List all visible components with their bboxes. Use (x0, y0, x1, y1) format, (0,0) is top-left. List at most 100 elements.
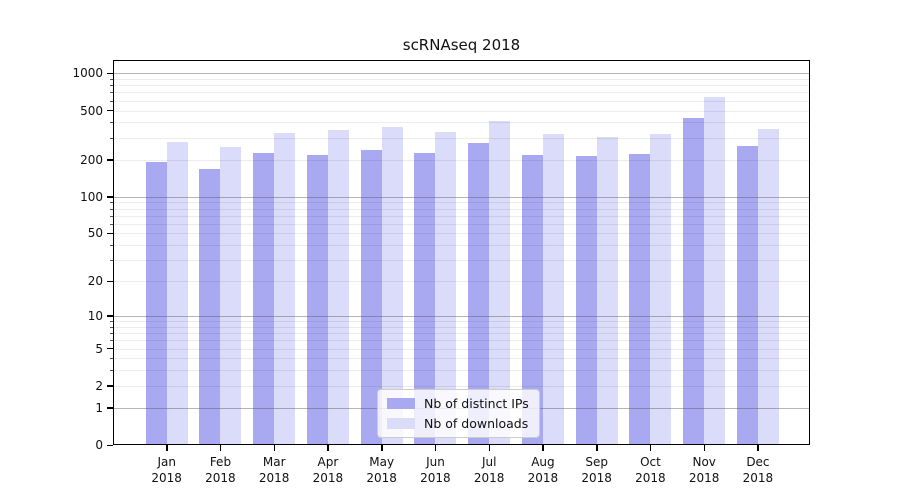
y-minor-tick-mark (110, 340, 113, 342)
minor-gridline (113, 260, 810, 262)
y-tick-label: 2 (95, 378, 103, 393)
y-tick-label: 100 (80, 189, 103, 204)
x-tick-mark (596, 445, 598, 451)
bar-distinct-ips (575, 156, 597, 445)
y-minor-tick-mark (110, 358, 113, 360)
x-tick-label: Jan 2018 (151, 455, 182, 485)
x-tick-label: Apr 2018 (312, 455, 344, 485)
bar-downloads (650, 134, 672, 445)
legend: Nb of distinct IPs Nb of downloads (377, 389, 540, 438)
y-minor-tick-mark (110, 321, 113, 323)
bar-distinct-ips (683, 118, 705, 445)
y-minor-tick-mark (110, 208, 113, 210)
y-tick-label: 10 (87, 308, 103, 323)
y-tick-mark (107, 407, 113, 409)
y-tick-mark (107, 315, 113, 317)
y-minor-tick-mark (110, 137, 113, 139)
x-tick-mark (542, 445, 544, 451)
minor-gridline (113, 122, 810, 124)
x-tick-mark (327, 445, 329, 451)
minor-gridline (113, 215, 810, 217)
y-minor-tick-mark (110, 215, 113, 217)
minor-gridline (113, 281, 810, 283)
y-minor-tick-mark (110, 78, 113, 80)
minor-gridline (113, 137, 810, 139)
y-minor-tick-mark (110, 370, 113, 372)
y-minor-tick-mark (110, 223, 113, 225)
minor-gridline (113, 233, 810, 235)
y-minor-tick-mark (110, 202, 113, 204)
bar-downloads (435, 132, 457, 445)
x-tick-mark (273, 445, 276, 451)
major-gridline (113, 196, 810, 198)
y-minor-tick-mark (110, 245, 113, 247)
major-gridline (113, 73, 810, 75)
y-minor-tick-mark (110, 260, 113, 262)
minor-gridline (113, 85, 810, 87)
y-minor-tick-mark (110, 333, 113, 335)
y-tick-label: 50 (87, 226, 103, 241)
y-minor-tick-mark (110, 100, 113, 102)
legend-swatch-downloads (387, 418, 415, 429)
y-minor-tick-mark (110, 122, 113, 124)
minor-gridline (113, 159, 810, 161)
legend-item-distinct-ips: Nb of distinct IPs (387, 396, 529, 411)
x-tick-mark (219, 445, 222, 451)
bar-downloads (489, 121, 511, 445)
bar-downloads (757, 128, 779, 445)
y-tick-label: 500 (80, 103, 103, 118)
y-minor-tick-mark (110, 85, 113, 87)
x-tick-label: Oct 2018 (635, 455, 666, 485)
minor-gridline (113, 245, 810, 247)
minor-gridline (113, 100, 810, 102)
x-tick-label: Dec 2018 (742, 455, 774, 485)
bars-layer (113, 60, 810, 445)
minor-gridline (113, 370, 810, 372)
y-tick-mark (107, 196, 113, 198)
x-tick-label: Feb 2018 (205, 455, 236, 485)
minor-gridline (113, 78, 810, 80)
x-tick-label: Aug 2018 (527, 455, 559, 485)
y-minor-tick-mark (110, 326, 113, 328)
minor-gridline (113, 348, 810, 350)
minor-gridline (113, 202, 810, 204)
x-tick-mark (757, 445, 759, 451)
bar-distinct-ips (521, 154, 543, 445)
x-tick-label: May 2018 (366, 455, 397, 485)
y-tick-mark (107, 280, 113, 283)
x-tick-mark (434, 445, 437, 451)
grid-layer (113, 60, 810, 445)
x-tick-label: Jul 2018 (473, 455, 505, 485)
minor-gridline (113, 326, 810, 328)
y-tick-mark (107, 159, 113, 161)
legend-label-downloads: Nb of downloads (424, 416, 529, 431)
bar-downloads (704, 96, 726, 445)
minor-gridline (113, 110, 810, 112)
x-tick-label: Nov 2018 (688, 455, 720, 485)
bar-distinct-ips (629, 154, 651, 445)
y-tick-label: 20 (87, 274, 103, 289)
bar-distinct-ips (360, 150, 382, 445)
legend-item-downloads: Nb of downloads (387, 416, 529, 431)
minor-gridline (113, 321, 810, 323)
bar-downloads (381, 126, 403, 445)
plot-area: Nb of distinct IPs Nb of downloads (113, 60, 810, 445)
bar-downloads (596, 137, 618, 445)
x-tick-label: Mar 2018 (258, 455, 290, 485)
x-tick-mark (488, 445, 491, 451)
bar-distinct-ips (468, 143, 490, 445)
minor-gridline (113, 333, 810, 335)
minor-gridline (113, 358, 810, 360)
bar-distinct-ips (253, 153, 275, 445)
x-tick-mark (381, 445, 383, 451)
y-minor-tick-mark (110, 92, 113, 94)
bar-distinct-ips (414, 152, 436, 445)
minor-gridline (113, 223, 810, 225)
x-tick-label: Sep 2018 (581, 455, 612, 485)
y-tick-label: 1 (95, 400, 103, 415)
bar-downloads (542, 134, 564, 445)
bar-distinct-ips (306, 155, 328, 445)
y-tick-label: 0 (95, 438, 103, 452)
minor-gridline (113, 340, 810, 342)
